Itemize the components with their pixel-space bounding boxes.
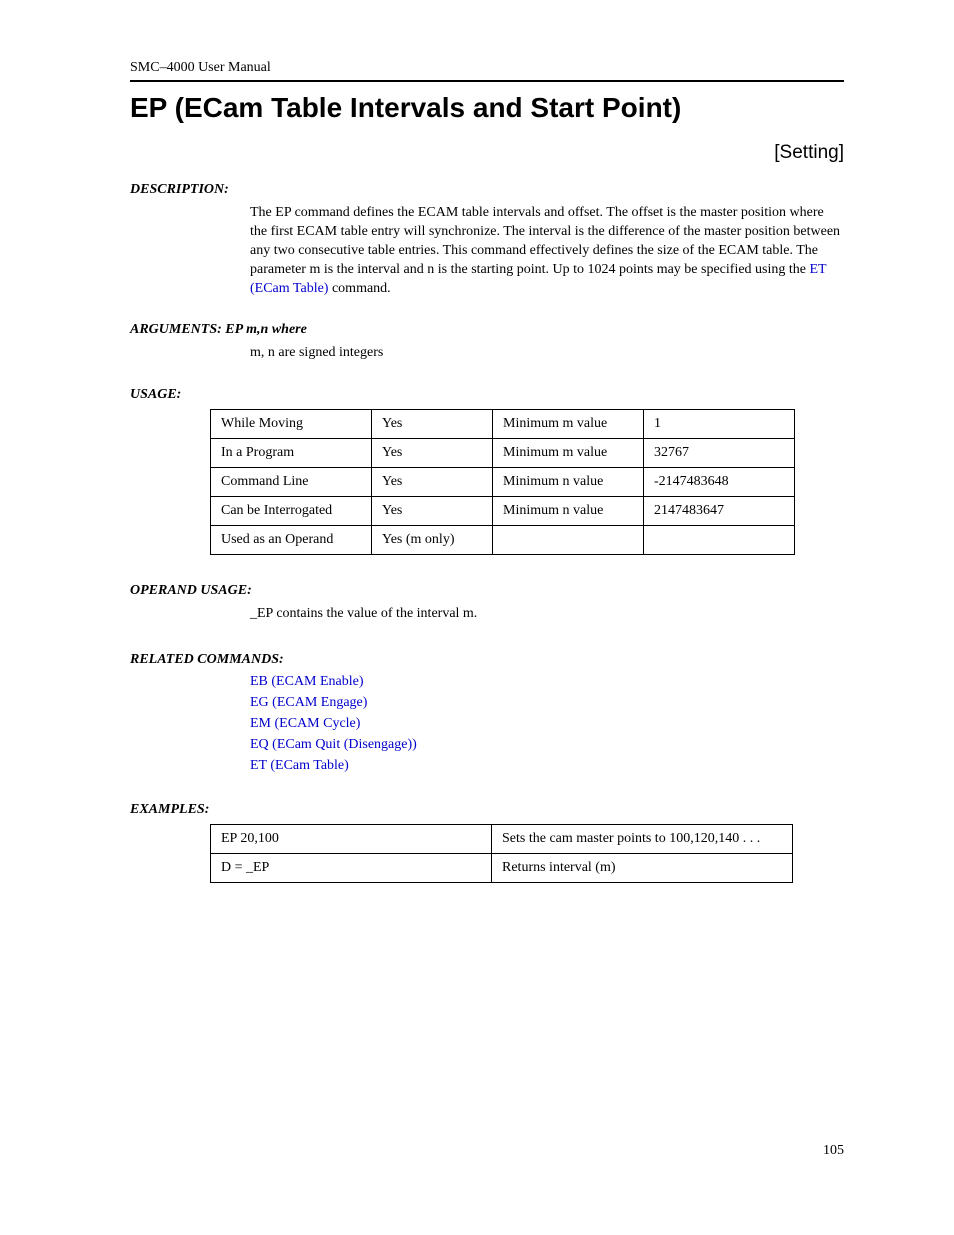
table-cell: In a Program xyxy=(211,439,372,468)
related-link[interactable]: ET (ECam Table) xyxy=(250,758,349,773)
table-cell: Minimum m value xyxy=(493,439,644,468)
table-cell: 32767 xyxy=(644,439,795,468)
page-container: SMC–4000 User Manual EP (ECam Table Inte… xyxy=(0,0,954,1219)
table-cell: Yes xyxy=(372,468,493,497)
table-cell: -2147483648 xyxy=(644,468,795,497)
table-cell: Minimum n value xyxy=(493,497,644,526)
related-link[interactable]: EG (ECAM Engage) xyxy=(250,695,367,710)
table-cell: Minimum m value xyxy=(493,410,644,439)
related-link[interactable]: EQ (ECam Quit (Disengage)) xyxy=(250,737,417,752)
table-cell: Yes xyxy=(372,497,493,526)
page-number: 105 xyxy=(130,1143,844,1159)
table-row: In a ProgramYesMinimum m value32767 xyxy=(211,439,795,468)
description-pre: The EP command defines the ECAM table in… xyxy=(250,205,840,277)
table-cell: 1 xyxy=(644,410,795,439)
table-row: While MovingYesMinimum m value1 xyxy=(211,410,795,439)
related-label: RELATED COMMANDS: xyxy=(130,652,844,668)
table-row: D = _EPReturns interval (m) xyxy=(211,854,793,883)
table-cell: Yes xyxy=(372,410,493,439)
table-cell: Minimum n value xyxy=(493,468,644,497)
setting-tag: [Setting] xyxy=(130,142,844,164)
description-post: command. xyxy=(328,281,390,296)
description-text: The EP command defines the ECAM table in… xyxy=(250,204,844,298)
table-cell: Can be Interrogated xyxy=(211,497,372,526)
usage-label: USAGE: xyxy=(130,387,844,403)
usage-tbody: While MovingYesMinimum m value1In a Prog… xyxy=(211,410,795,555)
operand-text: _EP contains the value of the interval m… xyxy=(250,605,844,624)
table-cell: Returns interval (m) xyxy=(492,854,793,883)
arguments-text: m, n are signed integers xyxy=(250,344,844,363)
related-list: EB (ECAM Enable) EG (ECAM Engage) EM (ECAM… xyxy=(250,674,844,774)
table-row: Can be InterrogatedYesMinimum n value214… xyxy=(211,497,795,526)
examples-label: EXAMPLES: xyxy=(130,802,844,818)
examples-table: EP 20,100Sets the cam master points to 1… xyxy=(210,824,793,883)
usage-table: While MovingYesMinimum m value1In a Prog… xyxy=(210,409,795,555)
description-label: DESCRIPTION: xyxy=(130,182,844,198)
table-row: EP 20,100Sets the cam master points to 1… xyxy=(211,825,793,854)
table-cell: Command Line xyxy=(211,468,372,497)
examples-tbody: EP 20,100Sets the cam master points to 1… xyxy=(211,825,793,883)
related-link[interactable]: EB (ECAM Enable) xyxy=(250,674,364,689)
page-title: EP (ECam Table Intervals and Start Point… xyxy=(130,92,844,124)
header-rule xyxy=(130,80,844,82)
table-cell: 2147483647 xyxy=(644,497,795,526)
table-cell: Yes xyxy=(372,439,493,468)
arguments-label: ARGUMENTS: EP m,n where xyxy=(130,322,844,338)
table-cell xyxy=(493,526,644,555)
table-cell: EP 20,100 xyxy=(211,825,492,854)
table-cell: Used as an Operand xyxy=(211,526,372,555)
manual-header: SMC–4000 User Manual xyxy=(130,60,844,76)
table-cell: Sets the cam master points to 100,120,14… xyxy=(492,825,793,854)
operand-label: OPERAND USAGE: xyxy=(130,583,844,599)
table-row: Used as an OperandYes (m only) xyxy=(211,526,795,555)
table-cell: D = _EP xyxy=(211,854,492,883)
table-cell xyxy=(644,526,795,555)
table-cell: While Moving xyxy=(211,410,372,439)
table-row: Command LineYesMinimum n value-214748364… xyxy=(211,468,795,497)
table-cell: Yes (m only) xyxy=(372,526,493,555)
related-link[interactable]: EM (ECAM Cycle) xyxy=(250,716,360,731)
